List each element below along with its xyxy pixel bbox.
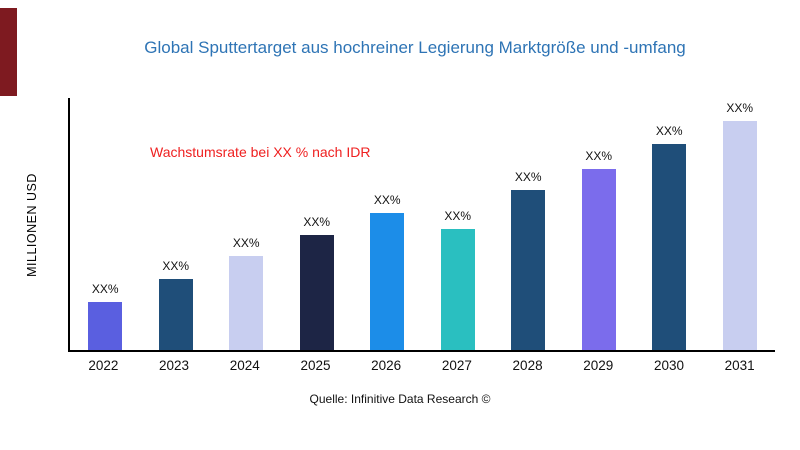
- bar-group-2030: XX%: [634, 98, 705, 350]
- x-axis-ticks: 2022 2023 2024 2025 2026 2027 2028 2029 2030 2031: [68, 358, 775, 373]
- plot-area: Wachstumsrate bei XX % nach IDR XX% XX% XX…: [68, 98, 775, 352]
- bar-value-label: XX%: [726, 100, 754, 115]
- bar-group-2029: XX%: [564, 98, 635, 350]
- bar-group-2023: XX%: [141, 98, 212, 350]
- bar-value-label: XX%: [444, 208, 472, 223]
- x-tick-2023: 2023: [159, 358, 190, 373]
- bar-2026: [370, 212, 405, 350]
- x-tick-2025: 2025: [300, 358, 331, 373]
- bar-value-label: XX%: [373, 192, 401, 207]
- bar-value-label: XX%: [232, 236, 260, 251]
- bar-value-label: XX%: [91, 281, 119, 296]
- y-axis-label: MILLIONEN USD: [25, 173, 39, 277]
- bar-2029: [581, 169, 616, 350]
- chart-title: Global Sputtertarget aus hochreiner Legi…: [144, 38, 686, 57]
- bar-group-2027: XX%: [423, 98, 494, 350]
- x-tick-2031: 2031: [724, 358, 755, 373]
- bar-group-2028: XX%: [493, 98, 564, 350]
- bar-2022: [88, 301, 123, 350]
- bars-container: XX% XX% XX% XX% XX% XX% XX% XX% XX% XX%: [70, 98, 775, 350]
- bar-2028: [511, 189, 546, 350]
- bar-2027: [440, 228, 475, 350]
- growth-rate-annotation: Wachstumsrate bei XX % nach IDR: [150, 144, 371, 160]
- bar-group-2024: XX%: [211, 98, 282, 350]
- x-tick-2030: 2030: [653, 358, 684, 373]
- bar-2024: [229, 256, 264, 350]
- x-tick-2029: 2029: [583, 358, 614, 373]
- x-tick-2028: 2028: [512, 358, 543, 373]
- bar-value-label: XX%: [514, 169, 542, 184]
- source-attribution: Quelle: Infinitive Data Research ©: [309, 392, 491, 406]
- accent-bar: [0, 8, 17, 96]
- bar-value-label: XX%: [655, 123, 683, 138]
- bar-value-label: XX%: [303, 215, 331, 230]
- bar-value-label: XX%: [162, 258, 190, 273]
- bar-2030: [652, 143, 687, 350]
- x-tick-2026: 2026: [371, 358, 402, 373]
- bar-2031: [722, 120, 757, 350]
- bar-2023: [158, 278, 193, 350]
- bar-group-2022: XX%: [70, 98, 141, 350]
- x-tick-2022: 2022: [88, 358, 119, 373]
- x-tick-2024: 2024: [229, 358, 260, 373]
- bar-group-2031: XX%: [705, 98, 776, 350]
- bar-group-2026: XX%: [352, 98, 423, 350]
- bar-2025: [299, 235, 334, 350]
- bar-group-2025: XX%: [282, 98, 353, 350]
- x-tick-2027: 2027: [441, 358, 472, 373]
- bar-value-label: XX%: [585, 149, 613, 164]
